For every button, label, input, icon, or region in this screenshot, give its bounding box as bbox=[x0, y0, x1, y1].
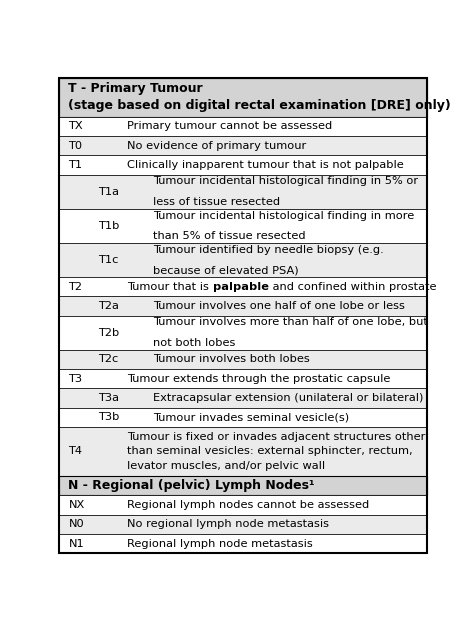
Text: because of elevated PSA): because of elevated PSA) bbox=[153, 265, 299, 275]
Bar bbox=[59, 296, 427, 316]
Text: Tumour invades seminal vesicle(s): Tumour invades seminal vesicle(s) bbox=[153, 412, 349, 422]
Text: T2: T2 bbox=[68, 282, 82, 292]
Bar bbox=[59, 514, 427, 534]
Text: and confined within prostate: and confined within prostate bbox=[269, 282, 436, 292]
Text: Tumour identified by needle biopsy (e.g.: Tumour identified by needle biopsy (e.g. bbox=[153, 245, 383, 255]
Text: levator muscles, and/or pelvic wall: levator muscles, and/or pelvic wall bbox=[127, 461, 325, 471]
Text: N1: N1 bbox=[68, 539, 84, 549]
Bar bbox=[59, 476, 427, 495]
Bar bbox=[59, 136, 427, 155]
Text: T - Primary Tumour: T - Primary Tumour bbox=[68, 82, 203, 96]
Text: Tumour involves both lobes: Tumour involves both lobes bbox=[153, 354, 310, 364]
Bar bbox=[59, 78, 427, 117]
Text: Primary tumour cannot be assessed: Primary tumour cannot be assessed bbox=[127, 121, 332, 131]
Text: T0: T0 bbox=[68, 141, 82, 151]
Text: not both lobes: not both lobes bbox=[153, 338, 235, 348]
Text: T2b: T2b bbox=[98, 328, 119, 338]
Text: Tumour is fixed or invades adjacent structures other: Tumour is fixed or invades adjacent stru… bbox=[127, 432, 426, 442]
Bar bbox=[59, 174, 427, 209]
Text: T2a: T2a bbox=[98, 301, 118, 311]
Text: T3a: T3a bbox=[98, 393, 119, 403]
Bar bbox=[59, 277, 427, 296]
Bar bbox=[59, 155, 427, 174]
Bar bbox=[59, 388, 427, 408]
Bar bbox=[59, 243, 427, 277]
Bar bbox=[59, 534, 427, 553]
Bar bbox=[59, 495, 427, 514]
Text: than 5% of tissue resected: than 5% of tissue resected bbox=[153, 231, 306, 241]
Text: TX: TX bbox=[68, 121, 83, 131]
Text: (stage based on digital rectal examination [DRE] only): (stage based on digital rectal examinati… bbox=[68, 99, 451, 112]
Text: N - Regional (pelvic) Lymph Nodes¹: N - Regional (pelvic) Lymph Nodes¹ bbox=[68, 479, 315, 492]
Text: T1: T1 bbox=[68, 160, 82, 170]
Text: NX: NX bbox=[68, 500, 85, 510]
Text: T1b: T1b bbox=[98, 221, 119, 231]
Bar bbox=[59, 209, 427, 243]
Text: less of tissue resected: less of tissue resected bbox=[153, 197, 280, 207]
Text: Regional lymph node metastasis: Regional lymph node metastasis bbox=[127, 539, 313, 549]
Text: T3: T3 bbox=[68, 374, 82, 384]
Text: No regional lymph node metastasis: No regional lymph node metastasis bbox=[127, 519, 329, 529]
Bar bbox=[59, 350, 427, 369]
Text: Clinically inapparent tumour that is not palpable: Clinically inapparent tumour that is not… bbox=[127, 160, 404, 170]
Text: N0: N0 bbox=[68, 519, 84, 529]
Text: No evidence of primary tumour: No evidence of primary tumour bbox=[127, 141, 307, 151]
Text: T3b: T3b bbox=[98, 412, 119, 422]
Text: Tumour involves one half of one lobe or less: Tumour involves one half of one lobe or … bbox=[153, 301, 405, 311]
Text: Extracapsular extension (unilateral or bilateral): Extracapsular extension (unilateral or b… bbox=[153, 393, 423, 403]
Bar bbox=[59, 369, 427, 388]
Text: Tumour involves more than half of one lobe, but: Tumour involves more than half of one lo… bbox=[153, 318, 428, 328]
Text: T2c: T2c bbox=[98, 354, 118, 364]
Text: T4: T4 bbox=[68, 446, 82, 456]
Text: Tumour extends through the prostatic capsule: Tumour extends through the prostatic cap… bbox=[127, 374, 391, 384]
Text: Tumour incidental histological finding in 5% or: Tumour incidental histological finding i… bbox=[153, 176, 418, 186]
Text: Regional lymph nodes cannot be assessed: Regional lymph nodes cannot be assessed bbox=[127, 500, 369, 510]
Bar bbox=[59, 408, 427, 427]
Bar bbox=[59, 316, 427, 350]
Text: Tumour incidental histological finding in more: Tumour incidental histological finding i… bbox=[153, 211, 414, 221]
Text: than seminal vesicles: external sphincter, rectum,: than seminal vesicles: external sphincte… bbox=[127, 446, 413, 456]
Text: T1c: T1c bbox=[98, 255, 118, 265]
Text: T1a: T1a bbox=[98, 187, 119, 197]
Bar bbox=[59, 117, 427, 136]
Text: Tumour that is: Tumour that is bbox=[127, 282, 213, 292]
Text: palpable: palpable bbox=[213, 282, 269, 292]
Bar bbox=[59, 427, 427, 476]
